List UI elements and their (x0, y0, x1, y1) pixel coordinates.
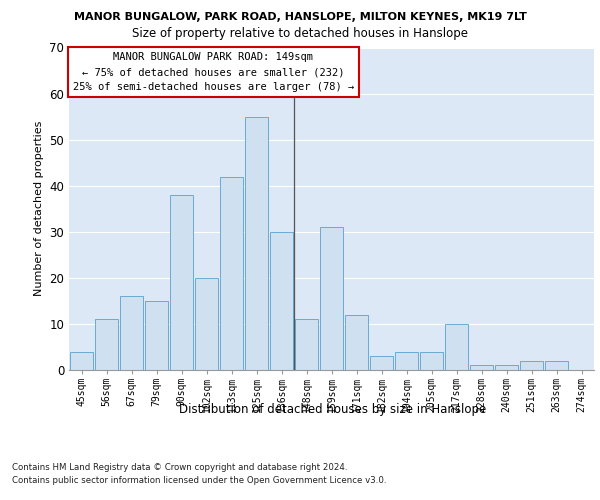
Bar (295, 320, 318, 370)
Bar (395, 352, 418, 370)
Bar (345, 314, 368, 370)
Bar (520, 361, 543, 370)
Bar (445, 324, 468, 370)
Bar (70, 352, 93, 370)
Text: Distribution of detached houses by size in Hanslope: Distribution of detached houses by size … (179, 402, 487, 415)
Bar (370, 356, 393, 370)
Bar (145, 301, 168, 370)
Bar (470, 366, 493, 370)
Text: Size of property relative to detached houses in Hanslope: Size of property relative to detached ho… (132, 28, 468, 40)
Bar (495, 366, 518, 370)
Bar (270, 232, 293, 370)
Text: MANOR BUNGALOW PARK ROAD: 149sqm
← 75% of detached houses are smaller (232)
25% : MANOR BUNGALOW PARK ROAD: 149sqm ← 75% o… (73, 52, 354, 92)
Bar (320, 227, 343, 370)
Text: Contains public sector information licensed under the Open Government Licence v3: Contains public sector information licen… (12, 476, 386, 485)
Bar (120, 296, 143, 370)
Bar (195, 278, 218, 370)
Text: Contains HM Land Registry data © Crown copyright and database right 2024.: Contains HM Land Registry data © Crown c… (12, 462, 347, 471)
Bar (170, 195, 193, 370)
Bar (420, 352, 443, 370)
Bar (545, 361, 568, 370)
Y-axis label: Number of detached properties: Number of detached properties (34, 121, 44, 296)
Bar (245, 116, 268, 370)
Text: MANOR BUNGALOW, PARK ROAD, HANSLOPE, MILTON KEYNES, MK19 7LT: MANOR BUNGALOW, PARK ROAD, HANSLOPE, MIL… (74, 12, 526, 22)
Bar (95, 320, 118, 370)
Bar (220, 176, 243, 370)
